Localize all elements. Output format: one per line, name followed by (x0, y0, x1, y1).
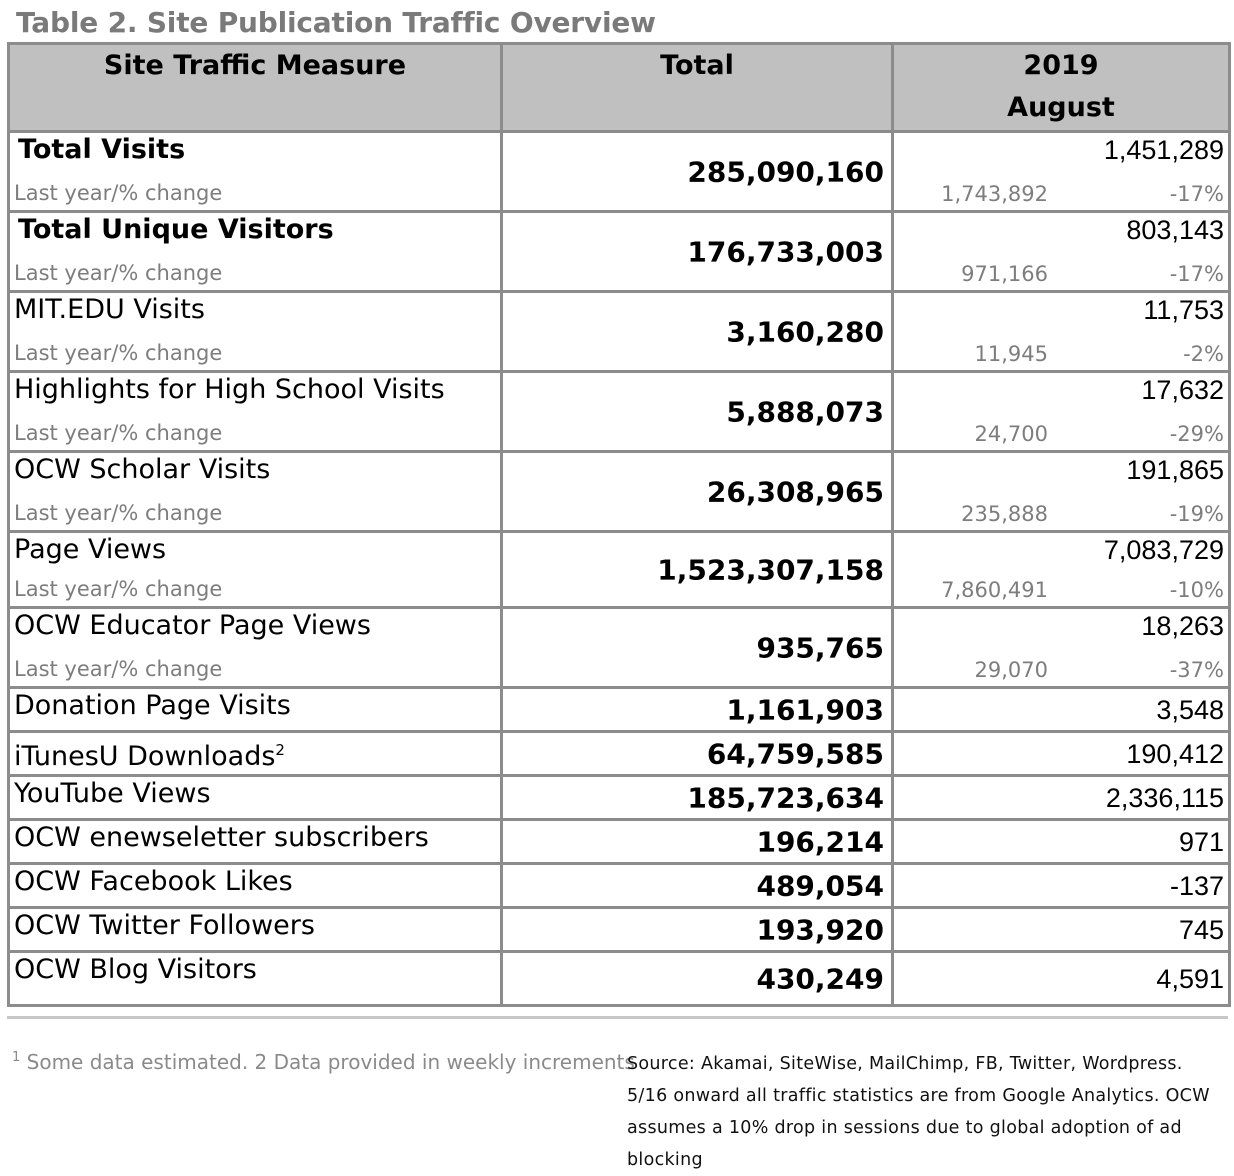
row-current: 7,083,729 (1104, 533, 1224, 567)
row-label: MIT.EDU Visits (14, 293, 205, 327)
table-title: Table 2. Site Publication Traffic Overvi… (16, 6, 656, 39)
footnote-marker: 2 (275, 741, 285, 759)
header-measure: Site Traffic Measure (9, 44, 502, 132)
row-sub-label: Last year/% change (14, 340, 222, 366)
table-row: OCW Educator Page Views Last year/% chang… (9, 608, 1230, 688)
row-sub-label: Last year/% change (14, 576, 222, 602)
row-last-year: 29,070 (975, 658, 1048, 682)
table-row: OCW Facebook Likes 489,054 -137 (9, 864, 1230, 908)
table-row: Total Visits Last year/% change 285,090,1… (9, 132, 1230, 212)
header-total: Total (502, 44, 893, 132)
table-header-row: Site Traffic Measure Total 2019 August (9, 44, 1230, 132)
row-label-text: iTunesU Downloads (14, 741, 275, 772)
table-row: Page Views Last year/% change 1,523,307,1… (9, 532, 1230, 608)
row-total: 5,888,073 (726, 395, 884, 428)
row-total: 185,723,634 (687, 781, 884, 814)
row-change: -10% (1170, 578, 1224, 602)
row-total: 489,054 (756, 869, 884, 902)
row-current: 3,548 (1156, 693, 1224, 727)
table-row: iTunesU Downloads2 64,759,585 190,412 (9, 732, 1230, 776)
row-current: 18,263 (1141, 609, 1224, 643)
row-total: 430,249 (756, 962, 884, 995)
row-sub-label: Last year/% change (14, 420, 222, 446)
row-total: 285,090,160 (687, 155, 884, 188)
row-sub-label: Last year/% change (14, 656, 222, 682)
table-row: Donation Page Visits 1,161,903 3,548 (9, 688, 1230, 732)
row-last-year: 971,166 (961, 262, 1048, 286)
row-label: OCW Twitter Followers (14, 909, 315, 943)
row-current: 11,753 (1143, 293, 1224, 327)
row-current: 2,336,115 (1106, 781, 1224, 815)
footer-divider (7, 1016, 1228, 1019)
row-total: 1,161,903 (726, 693, 884, 726)
row-current: 745 (1179, 913, 1224, 947)
row-change: -29% (1170, 422, 1224, 446)
header-month: August (894, 87, 1228, 129)
row-change: -2% (1183, 342, 1224, 366)
source-note: Source: Akamai, SiteWise, MailChimp, FB,… (627, 1048, 1227, 1176)
row-label: OCW Scholar Visits (14, 453, 270, 487)
row-total: 26,308,965 (707, 475, 884, 508)
table-row: OCW enewseletter subscribers 196,214 971 (9, 820, 1230, 864)
row-current: 971 (1179, 825, 1224, 859)
row-last-year: 235,888 (961, 502, 1048, 526)
row-label: YouTube Views (14, 777, 211, 811)
footnote: 1 Some data estimated. 2 Data provided i… (12, 1050, 635, 1074)
row-total: 3,160,280 (726, 315, 884, 348)
row-change: -17% (1170, 262, 1224, 286)
row-current: 4,591 (1156, 962, 1224, 996)
row-label: Total Visits (18, 133, 185, 167)
table-row: Total Unique Visitors Last year/% change … (9, 212, 1230, 292)
row-total: 196,214 (756, 825, 884, 858)
row-current: 803,143 (1126, 213, 1224, 247)
traffic-table: Site Traffic Measure Total 2019 August T… (7, 42, 1231, 1007)
table-row: Highlights for High School Visits Last ye… (9, 372, 1230, 452)
row-current: 17,632 (1141, 373, 1224, 407)
row-last-year: 24,700 (975, 422, 1048, 446)
row-current: 190,412 (1126, 737, 1224, 771)
header-year: 2019 (894, 45, 1228, 87)
table-row: OCW Scholar Visits Last year/% change 26,… (9, 452, 1230, 532)
row-sub-label: Last year/% change (14, 500, 222, 526)
row-total: 176,733,003 (687, 235, 884, 268)
table-row: MIT.EDU Visits Last year/% change 3,160,2… (9, 292, 1230, 372)
row-sub-label: Last year/% change (14, 180, 222, 206)
header-period: 2019 August (893, 44, 1230, 132)
row-label: OCW Educator Page Views (14, 609, 371, 643)
row-last-year: 11,945 (975, 342, 1048, 366)
row-sub-label: Last year/% change (14, 260, 222, 286)
row-total: 1,523,307,158 (657, 553, 884, 586)
row-label: iTunesU Downloads2 (14, 733, 285, 774)
row-last-year: 7,860,491 (941, 578, 1048, 602)
row-label: Donation Page Visits (14, 689, 291, 723)
row-change: -37% (1170, 658, 1224, 682)
row-label: Page Views (14, 533, 166, 567)
footnote-text: Some data estimated. 2 Data provided in … (20, 1050, 635, 1074)
row-current: 1,451,289 (1104, 133, 1224, 167)
row-label: Total Unique Visitors (18, 213, 334, 247)
row-label: OCW enewseletter subscribers (14, 821, 429, 855)
row-current: 191,865 (1126, 453, 1224, 487)
row-total: 64,759,585 (707, 737, 884, 770)
row-last-year: 1,743,892 (941, 182, 1048, 206)
row-current: -137 (1170, 869, 1224, 903)
table-row: YouTube Views 185,723,634 2,336,115 (9, 776, 1230, 820)
row-change: -17% (1170, 182, 1224, 206)
row-total: 193,920 (756, 913, 884, 946)
row-label: OCW Blog Visitors (14, 953, 257, 987)
row-total: 935,765 (756, 631, 884, 664)
row-change: -19% (1170, 502, 1224, 526)
row-label: Highlights for High School Visits (14, 373, 445, 407)
row-label: OCW Facebook Likes (14, 865, 293, 899)
table-row: OCW Blog Visitors 430,249 4,591 (9, 952, 1230, 1006)
table-row: OCW Twitter Followers 193,920 745 (9, 908, 1230, 952)
